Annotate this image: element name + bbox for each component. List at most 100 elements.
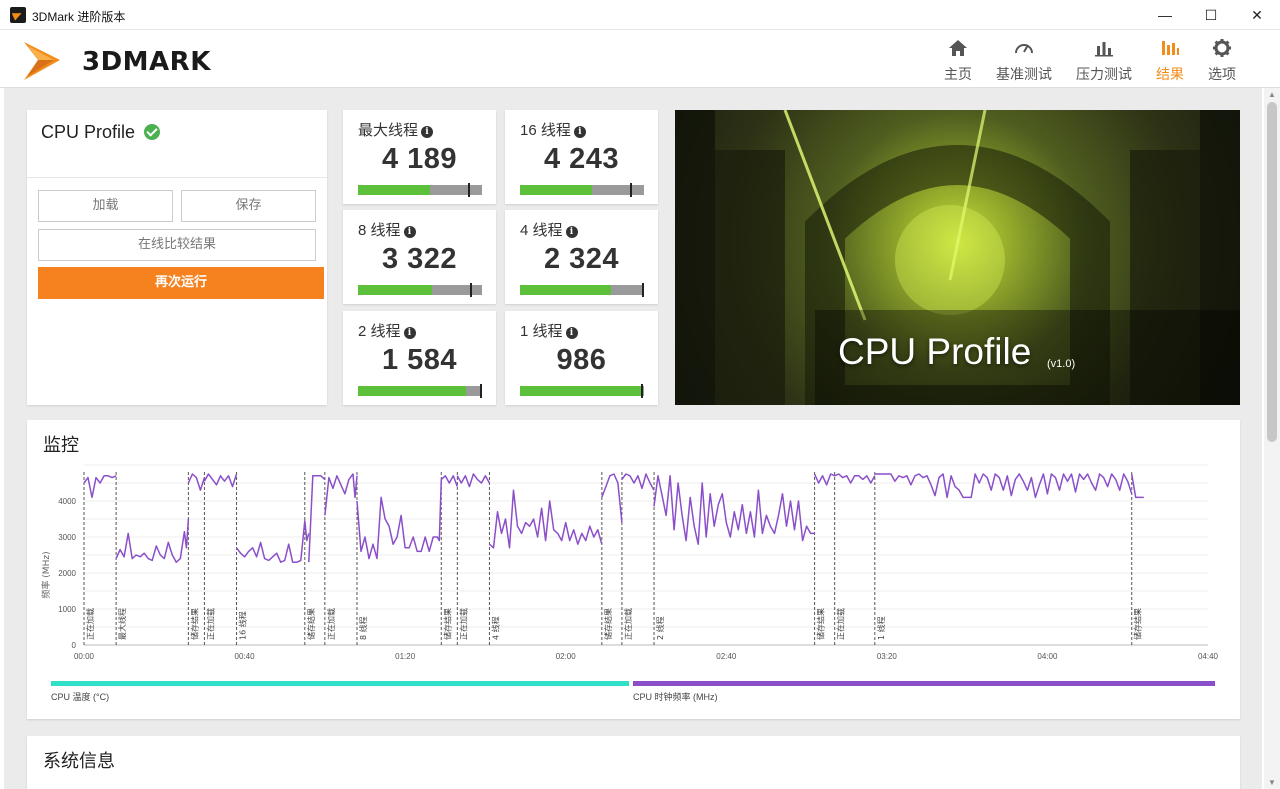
x-tick-label: 02:00 (556, 652, 577, 661)
gauge-icon (1015, 44, 1033, 54)
score-value: 4 243 (543, 143, 620, 175)
score-label: 4 线程 (520, 222, 563, 239)
clock-frequency-line (440, 475, 459, 487)
event-marker-label: 正在加载 (836, 608, 846, 640)
clock-frequency-line (235, 520, 310, 563)
x-tick-label: 02:40 (716, 652, 737, 661)
clock-frequency-line (115, 518, 190, 563)
nav-options-label: 选项 (1208, 66, 1236, 82)
score-label: 最大线程 (358, 122, 419, 139)
x-tick-label: 00:40 (235, 652, 256, 661)
legend-line-cpu-temp (51, 681, 629, 686)
monitoring-title: 监控 (43, 435, 79, 455)
info-icon[interactable]: i (403, 226, 416, 238)
score-card-8-threads: 8 线程 i 3 322 (343, 210, 496, 304)
maximize-button[interactable]: ☐ (1204, 6, 1218, 23)
event-marker-label: 储存结果 (442, 608, 452, 640)
score-bar-fill (358, 285, 433, 295)
clock-frequency-line (83, 475, 117, 499)
legend-line-cpu-clock (633, 681, 1215, 686)
run-again-button[interactable]: 再次运行 (38, 267, 324, 299)
scroll-up-icon[interactable]: ▲ (1268, 90, 1276, 99)
score-card-4-threads: 4 线程 i 2 324 (505, 210, 658, 304)
results-chart-icon (1162, 41, 1179, 55)
clock-frequency-line (1130, 473, 1144, 499)
clock-frequency-line (653, 475, 815, 545)
3dmark-app-icon (10, 7, 26, 23)
divider (27, 177, 327, 178)
score-bar (520, 283, 644, 297)
nav-home[interactable]: 主页 (923, 36, 993, 84)
score-value: 3 322 (381, 243, 458, 275)
x-tick-label: 01:20 (395, 652, 416, 661)
x-tick-label: 04:00 (1037, 652, 1058, 661)
load-button[interactable]: 加载 (38, 190, 173, 222)
clock-frequency-line (456, 473, 491, 488)
nav-benchmarks[interactable]: 基准测试 (989, 36, 1059, 84)
score-bar-marker (480, 384, 482, 398)
score-label: 8 线程 (358, 222, 401, 239)
y-tick-label: 3000 (58, 533, 76, 542)
banner-title: CPU Profile (838, 331, 1032, 372)
vertical-scrollbar[interactable]: ▲ ▼ (1264, 88, 1280, 789)
info-icon[interactable]: i (403, 327, 416, 339)
frequency-chart: 0 1000 2000 3000 4000 频率 (MHz) 00:00 00:40 01:20… (40, 464, 1219, 661)
scroll-down-icon[interactable]: ▼ (1268, 778, 1276, 787)
score-card-2-threads: 2 线程 i 1 584 (343, 311, 496, 405)
event-marker-label: 正在加载 (205, 608, 215, 640)
y-axis-label: 频率 (MHz) (40, 551, 52, 598)
info-icon[interactable]: i (421, 126, 434, 138)
score-card-16-threads: 16 线程 i 4 243 (505, 110, 658, 204)
event-marker-label: 储存结果 (816, 608, 826, 640)
info-icon[interactable]: i (565, 226, 578, 238)
info-icon[interactable]: i (573, 126, 586, 138)
clock-frequency-line (187, 473, 206, 491)
nav-options[interactable]: 选项 (1187, 36, 1257, 84)
score-bar-marker (467, 183, 470, 197)
3dmark-logo[interactable]: 3DMARK (20, 36, 220, 82)
close-button[interactable]: ✕ (1251, 6, 1263, 23)
clock-frequency-line (356, 479, 443, 560)
gear-icon (1213, 39, 1231, 57)
nav-results[interactable]: 结果 (1135, 36, 1205, 84)
banner-version: (v1.0) (1047, 358, 1076, 370)
score-bar-marker (629, 183, 632, 197)
3dmark-logo-icon (24, 42, 60, 80)
minimize-button[interactable]: — (1158, 7, 1172, 23)
banner-artwork (675, 110, 1240, 405)
score-bar-marker (642, 283, 644, 297)
event-marker-label: 储存结果 (189, 608, 199, 640)
nav-stress-tests[interactable]: 压力测试 (1069, 36, 1139, 84)
scrollbar-thumb[interactable] (1267, 102, 1277, 442)
cpu-profile-banner: CPU Profile (v1.0) (675, 110, 1240, 405)
score-bar-fill (520, 285, 611, 295)
score-value: 4 189 (381, 143, 458, 175)
event-marker-label: 正在加载 (458, 608, 468, 640)
profile-title: CPU Profile (41, 122, 136, 142)
home-icon (949, 40, 967, 56)
event-marker-label: 储存结果 (306, 608, 316, 640)
clock-frequency-line (488, 489, 603, 549)
event-marker-label: 储存结果 (1133, 608, 1143, 640)
event-marker-label: 正在加载 (326, 608, 336, 640)
score-value: 2 324 (543, 243, 620, 275)
legend-label-cpu-clock: CPU 时钟频率 (MHz) (633, 692, 718, 702)
check-icon (144, 124, 160, 140)
score-label: 16 线程 (520, 122, 571, 139)
save-button[interactable]: 保存 (181, 190, 316, 222)
nav-home-label: 主页 (944, 66, 972, 82)
event-marker-label: 2 线程 (655, 616, 665, 640)
clock-frequency-line (874, 473, 1133, 499)
score-bar (358, 384, 482, 398)
logo-text: 3DMARK (82, 47, 211, 77)
score-bar-marker (640, 384, 643, 398)
event-marker-label: 正在加载 (623, 608, 633, 640)
score-card-1-thread: 1 线程 i 986 (505, 311, 658, 405)
info-icon[interactable]: i (565, 327, 578, 339)
clock-frequency-line (834, 473, 876, 484)
nav-benchmarks-label: 基准测试 (996, 66, 1052, 82)
compare-online-button[interactable]: 在线比较结果 (38, 229, 316, 261)
score-bar-fill (520, 185, 592, 195)
score-bar-marker (470, 283, 473, 297)
x-tick-label: 03:20 (877, 652, 898, 661)
